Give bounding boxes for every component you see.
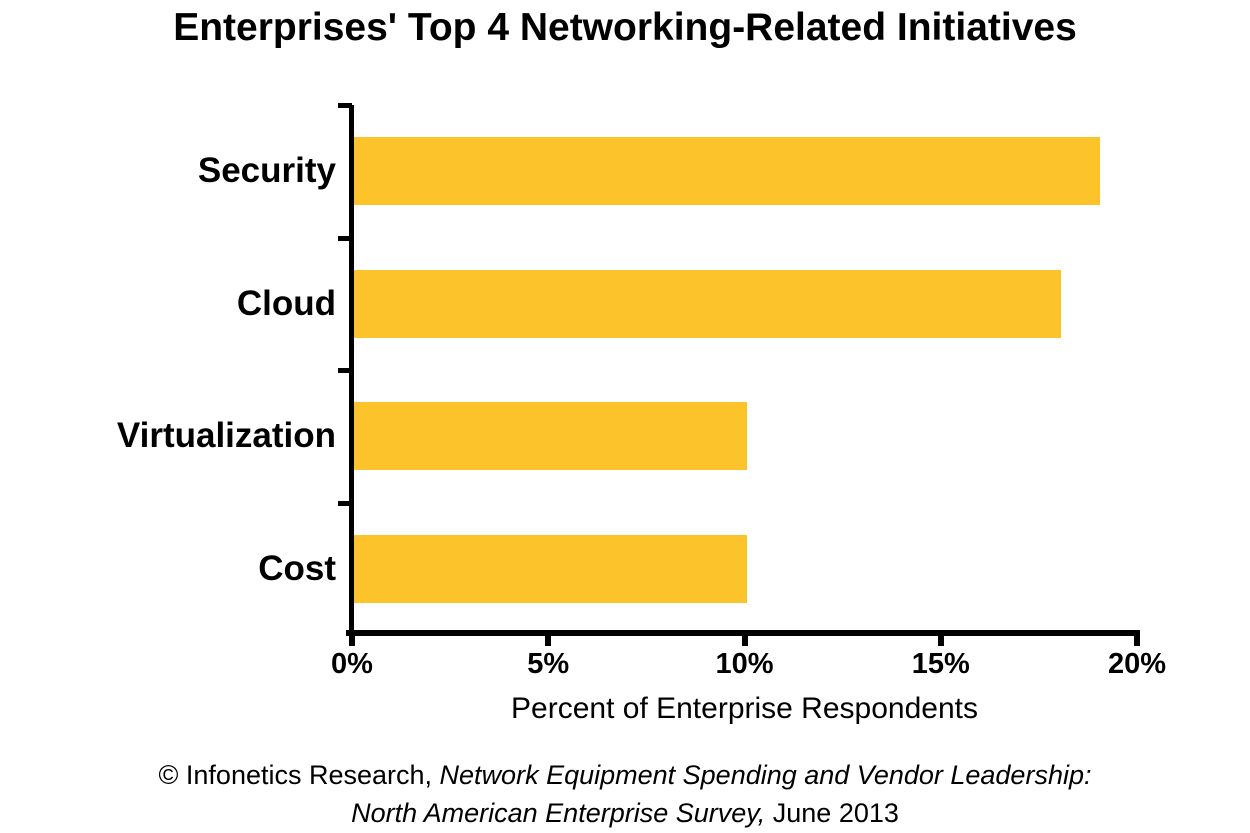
x-axis-tick — [937, 636, 944, 646]
bar-virtualization — [354, 402, 747, 471]
bar-cost — [354, 534, 747, 603]
category-label-cloud: Cloud — [236, 283, 336, 323]
x-axis-tick — [1134, 636, 1140, 646]
y-axis-tick — [338, 235, 352, 241]
x-tick-label-0pct: 0% — [331, 648, 373, 680]
x-axis-tick — [349, 636, 355, 646]
x-axis-title: Percent of Enterprise Respondents — [511, 692, 978, 725]
source-citation: © Infonetics Research, Network Equipment… — [0, 756, 1250, 832]
y-axis-tick — [338, 500, 352, 506]
citation-publisher: © Infonetics Research, — [158, 760, 440, 790]
bar-security — [354, 137, 1100, 206]
citation-date: June 2013 — [765, 798, 899, 828]
citation-report-title: Network Equipment Spending and Vendor Le… — [439, 760, 1092, 790]
x-axis-line — [346, 630, 1140, 636]
category-label-cost: Cost — [258, 548, 336, 588]
category-label-virtualization: Virtualization — [116, 416, 336, 456]
x-axis-tick — [545, 636, 552, 646]
y-axis-tick — [338, 103, 352, 108]
citation-survey-title: North American Enterprise Survey, — [351, 798, 766, 828]
x-axis-tick — [741, 636, 748, 646]
x-tick-label-20pct: 20% — [1107, 648, 1167, 680]
y-axis-tick — [338, 368, 352, 373]
bar-cloud — [354, 269, 1061, 338]
x-tick-label-5pct: 5% — [527, 648, 570, 680]
citation-line-1: © Infonetics Research, Network Equipment… — [0, 756, 1250, 794]
category-label-security: Security — [197, 151, 336, 191]
x-tick-label-10pct: 10% — [715, 648, 774, 680]
citation-line-2: North American Enterprise Survey, June 2… — [0, 794, 1250, 832]
x-tick-label-15pct: 15% — [911, 648, 970, 680]
chart-title: Enterprises' Top 4 Networking-Related In… — [173, 6, 1077, 49]
